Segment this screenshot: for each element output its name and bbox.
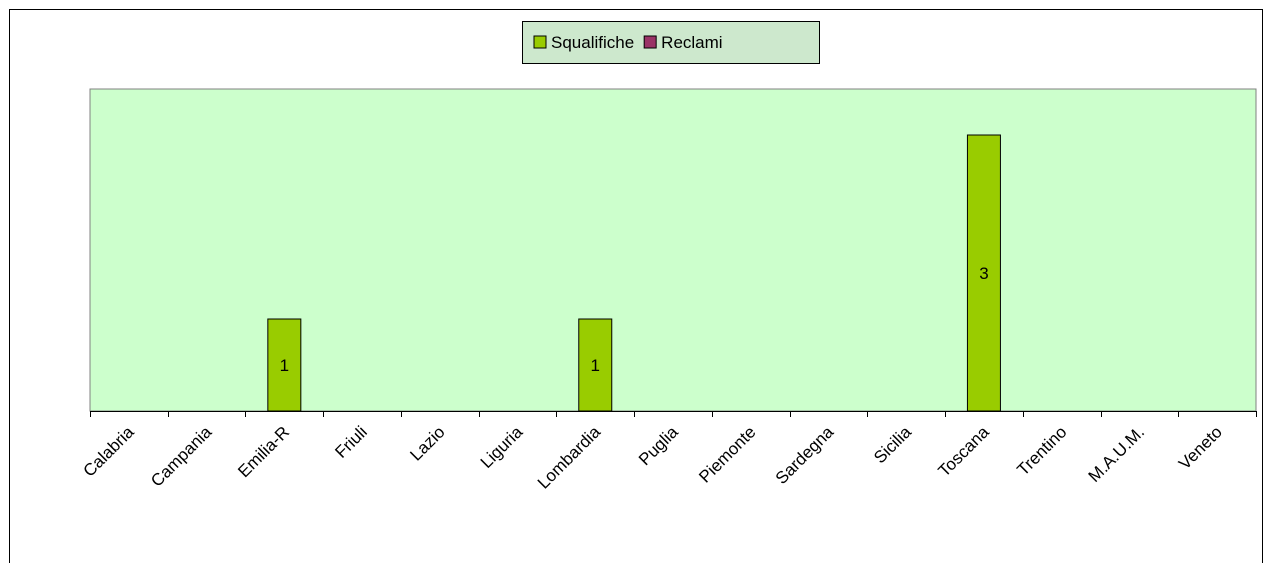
x-tick-label: Emilia-R — [234, 422, 293, 481]
x-tick-label: M.A.U.M. — [1085, 422, 1149, 486]
x-tick-label: Campania — [147, 422, 216, 491]
data-label: 1 — [280, 356, 289, 375]
data-label: 1 — [591, 356, 600, 375]
bar — [578, 318, 613, 412]
x-tick-label: Friuli — [331, 422, 370, 461]
legend — [522, 21, 820, 64]
bar — [267, 318, 302, 412]
x-tick-label: Puglia — [635, 422, 682, 469]
bar — [966, 134, 1001, 412]
x-tick-label: Lombardia — [534, 422, 605, 493]
legend-label: Squalifiche — [551, 33, 634, 52]
x-tick-label: Sicilia — [870, 422, 915, 467]
x-tick-label: Liguria — [477, 422, 527, 472]
x-tick-label: Piemonte — [695, 422, 759, 486]
legend-swatch — [643, 35, 657, 49]
x-tick-label: Trentino — [1013, 422, 1070, 479]
x-tick-label: Toscana — [935, 422, 994, 481]
x-tick-label: Calabria — [79, 422, 138, 481]
data-label: 3 — [979, 264, 988, 283]
legend-swatch — [533, 35, 547, 49]
legend-label: Reclami — [661, 33, 722, 52]
x-tick-label: Lazio — [406, 422, 448, 464]
plot-area — [89, 88, 1257, 412]
x-tick-label: Sardegna — [772, 422, 838, 488]
x-tick-label: Veneto — [1175, 422, 1226, 473]
